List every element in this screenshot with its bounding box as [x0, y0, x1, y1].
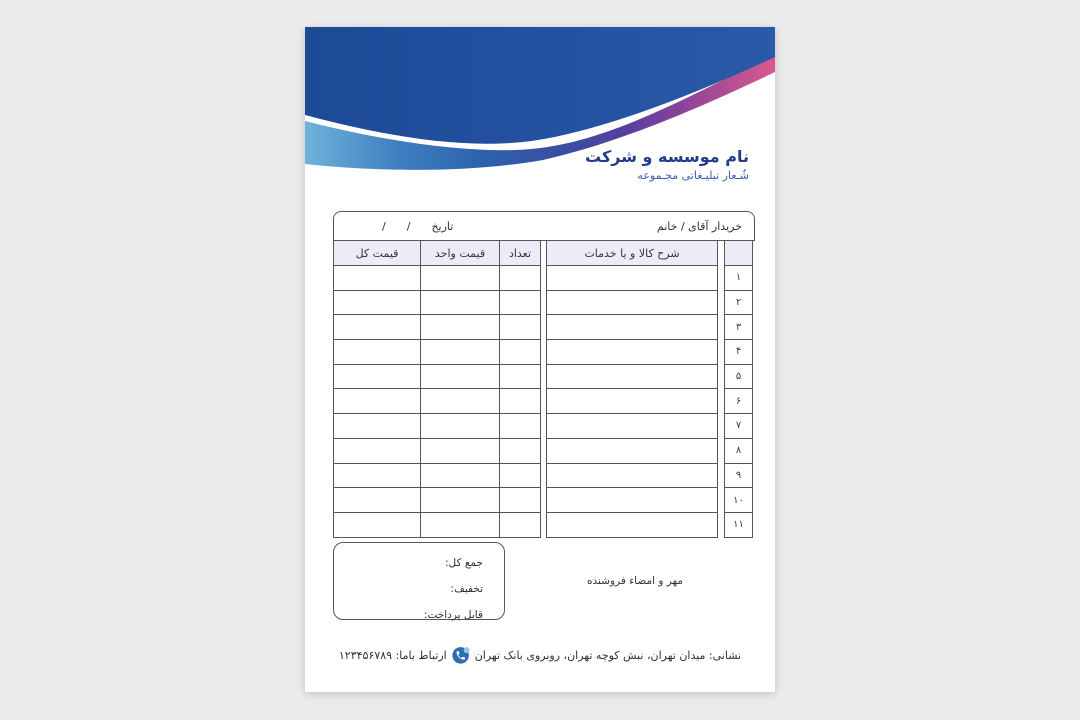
quantity-cell: [499, 413, 541, 439]
header-cell-description: شرح کالا و یا خدمات: [546, 240, 718, 266]
quantity-cell: [499, 314, 541, 341]
description-cell: [546, 314, 718, 341]
summary-box: جمع کل: تخفیف: قابل پرداخت:: [333, 542, 505, 621]
total-label: جمع کل:: [445, 557, 483, 569]
row-number-cell: ۱۰: [724, 487, 753, 513]
date-slash: /: [406, 219, 411, 233]
unit-price-cell: [420, 462, 500, 489]
total-price-cell: [333, 487, 421, 513]
company-slogan: شُـعار تبلیـغاتی مجـموعه: [637, 169, 749, 182]
description-cell: [546, 363, 718, 390]
description-cell: [546, 437, 718, 464]
footer: نشانی: میدان تهران، نبش کوچه تهران، روبر…: [305, 646, 775, 664]
header-cell-total-price: قیمت کل: [333, 240, 421, 266]
description-cell: [546, 462, 718, 489]
row-number-cell: ۸: [724, 437, 753, 464]
address-text: نشانی: میدان تهران، نبش کوچه تهران، روبر…: [474, 648, 742, 662]
total-price-cell: [333, 388, 421, 415]
table-row: ۱۱: [333, 511, 755, 538]
description-cell: [546, 511, 718, 538]
unit-price-cell: [420, 487, 500, 513]
table-row: ۹: [333, 462, 755, 489]
table-row: ۱: [333, 265, 755, 291]
table-row: ۳: [333, 314, 755, 341]
row-number-cell: ۹: [724, 462, 753, 489]
header-wave-graphic: [305, 27, 775, 170]
unit-price-cell: [420, 314, 500, 341]
unit-price-cell: [420, 413, 500, 439]
table-row: ۶: [333, 388, 755, 415]
signature-label: مهر و امضاء فروشنده: [587, 575, 683, 587]
quantity-cell: [499, 289, 541, 316]
contact-text: ارتباط باما: ۱۲۳۴۵۶۷۸۹: [338, 648, 447, 662]
company-name: نام موسسه و شرکت: [585, 147, 749, 166]
total-price-cell: [333, 363, 421, 390]
description-cell: [546, 388, 718, 415]
total-price-cell: [333, 511, 421, 538]
header-cell-row-number: [724, 240, 753, 266]
unit-price-cell: [420, 511, 500, 538]
row-number-cell: ۱۱: [724, 511, 753, 538]
description-cell: [546, 265, 718, 291]
total-price-cell: [333, 462, 421, 489]
quantity-cell: [499, 339, 541, 365]
date-label: تاریخ: [431, 219, 454, 233]
row-number-cell: ۳: [724, 314, 753, 341]
unit-price-cell: [420, 437, 500, 464]
header-cell-unit-price: قیمت واحد: [420, 240, 500, 266]
total-price-cell: [333, 265, 421, 291]
unit-price-cell: [420, 363, 500, 390]
date-slash: /: [382, 219, 386, 233]
quantity-cell: [499, 511, 541, 538]
column-header-row: قیمت کل قیمت واحد تعداد شرح کالا و یا خد…: [333, 240, 755, 266]
table-row: ۷: [333, 413, 755, 439]
unit-price-cell: [420, 289, 500, 316]
row-number-cell: ۱: [724, 265, 753, 291]
gradient-swoosh-band: [305, 54, 775, 170]
total-price-cell: [333, 314, 421, 341]
invoice-page: نام موسسه و شرکت شُـعار تبلیـغاتی مجـموع…: [305, 27, 775, 692]
description-cell: [546, 413, 718, 439]
unit-price-cell: [420, 339, 500, 365]
unit-price-cell: [420, 265, 500, 291]
description-cell: [546, 289, 718, 316]
quantity-cell: [499, 388, 541, 415]
table-row: ۸: [333, 437, 755, 464]
row-number-cell: ۷: [724, 413, 753, 439]
phone-icon: [452, 647, 470, 664]
brand-block: نام موسسه و شرکت شُـعار تبلیـغاتی مجـموع…: [585, 146, 749, 184]
total-price-cell: [333, 339, 421, 365]
row-number-cell: ۵: [724, 363, 753, 390]
total-price-cell: [333, 413, 421, 439]
row-number-cell: ۴: [724, 339, 753, 365]
dark-blue-wave: [305, 27, 775, 144]
unit-price-cell: [420, 388, 500, 415]
table-row: ۲: [333, 289, 755, 316]
buyer-row: خریدار آقای / خانم تاریخ / /: [333, 211, 755, 241]
total-price-cell: [333, 437, 421, 464]
row-number-cell: ۶: [724, 388, 753, 415]
total-price-cell: [333, 289, 421, 316]
table-row: ۵: [333, 363, 755, 390]
quantity-cell: [499, 487, 541, 513]
description-cell: [546, 339, 718, 365]
discount-label: تخفیف:: [450, 583, 483, 595]
quantity-cell: [499, 437, 541, 464]
date-group: تاریخ / /: [382, 220, 453, 233]
payable-label: قابل پرداخت:: [423, 609, 483, 621]
buyer-label: خریدار آقای / خانم: [656, 219, 742, 233]
table-row: ۴: [333, 339, 755, 365]
table-body: ۱ ۲ ۳ ۴: [333, 265, 755, 538]
quantity-cell: [499, 363, 541, 390]
table-row: ۱۰: [333, 487, 755, 513]
row-number-cell: ۲: [724, 289, 753, 316]
header-cell-quantity: تعداد: [499, 240, 541, 266]
quantity-cell: [499, 265, 541, 291]
invoice-table: خریدار آقای / خانم تاریخ / / قیمت کل قیم…: [333, 211, 755, 538]
quantity-cell: [499, 462, 541, 489]
description-cell: [546, 487, 718, 513]
